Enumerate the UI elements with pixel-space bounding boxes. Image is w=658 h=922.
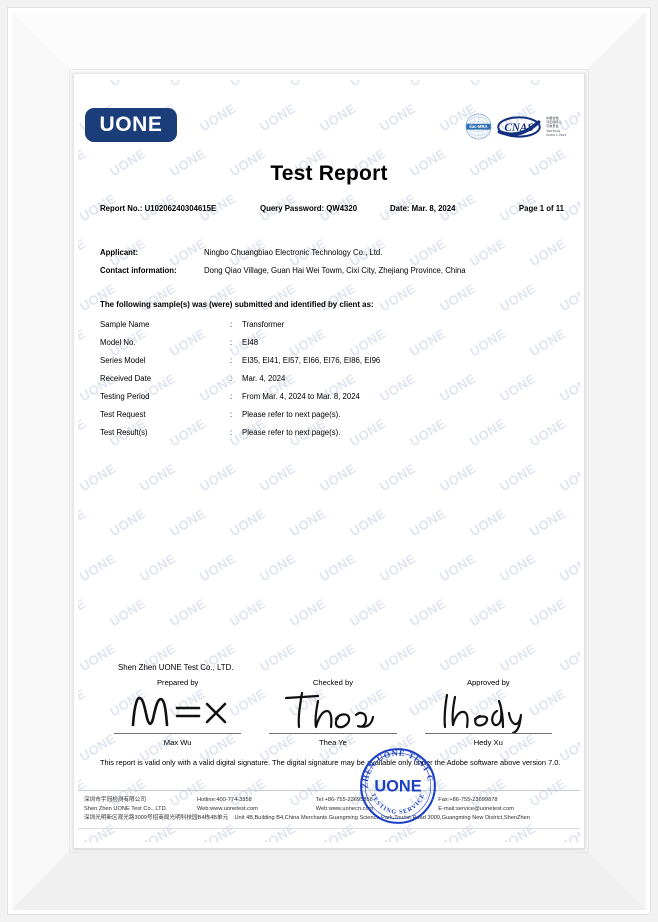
uone-logo-text: UONE xyxy=(99,113,163,136)
sample-detail-row: Series Model: EI35, EI41, EI57, EI66, EI7… xyxy=(100,356,566,374)
applicant-value: Ningbo Chuangbiao Electronic Technology … xyxy=(204,248,383,257)
sample-detail-value: Please refer to next page(s). xyxy=(242,410,341,419)
sample-detail-value: EI48 xyxy=(242,338,259,347)
page-title: Test Report xyxy=(270,162,388,185)
handwritten-signature xyxy=(100,689,255,733)
sample-detail-key: Testing Period xyxy=(100,392,150,401)
signature-rule xyxy=(424,733,552,734)
footer-company-en: Shen Zhen UONE Test Co., LTD. xyxy=(84,805,168,812)
footer-web-1: Web:www.uonetest.com xyxy=(196,805,258,812)
ilac-mra-icon: ilac-MRA xyxy=(465,113,492,140)
sample-detail-colon: : xyxy=(230,392,233,401)
handwritten-signature xyxy=(411,689,566,733)
sample-detail-key: Test Request xyxy=(100,410,146,419)
svg-text:ilac-MRA: ilac-MRA xyxy=(469,124,487,129)
contact-row: Contact information: Dong Qiao Village, … xyxy=(100,266,566,275)
footer-tel-block: Tel:+86-755-23695858 Web:www.uonecn.com xyxy=(316,796,439,814)
report-number: Report No.: U10206240304615E xyxy=(100,204,217,213)
signatory-name: Max Wu xyxy=(163,738,192,747)
sample-detail-value: Mar. 4, 2024 xyxy=(242,374,286,383)
sample-detail-value: Transformer xyxy=(242,320,285,329)
report-date: Date: Mar. 8, 2024 xyxy=(390,204,456,213)
sample-detail-value: Please refer to next page(s). xyxy=(242,428,341,437)
applicant-label: Applicant: xyxy=(100,248,139,257)
footer-address-cn: 深圳光明新区观光路3009号招商局光明科技园B4栋4B单元 xyxy=(84,814,229,821)
footer-email: E-mail:service@uonetest.com xyxy=(438,805,514,812)
footer-hotline-block: Hotline:400-774-3358 Web:www.uonetest.co… xyxy=(197,796,316,814)
sample-detail-colon: : xyxy=(230,410,233,419)
page-content: UONE ilac-MRA CNAS 中国合格 评定国家认 可委员会 TESTI… xyxy=(78,80,580,842)
sample-detail-colon: : xyxy=(230,338,233,347)
sample-detail-key: Received Date xyxy=(100,374,152,383)
report-page: UONE UONE UONE UONE UONE UONE UONE UONE UONE UONE… xyxy=(78,80,580,842)
signature-column: Approved by Hedy Xu xyxy=(411,678,566,747)
footer-tel: Tel:+86-755-23695858 xyxy=(315,797,373,803)
sample-detail-key: Sample Name xyxy=(100,320,150,329)
validity-disclaimer: This report is valid only with a valid d… xyxy=(100,758,561,767)
report-meta-row: Report No.: U10206240304615E Query Passw… xyxy=(100,204,568,213)
footer-company: 深圳市宇冠检测有限公司 Shen Zhen UONE Test Co., LTD… xyxy=(80,796,197,814)
footer-company-cn: 深圳市宇冠检测有限公司 xyxy=(84,797,147,803)
sample-detail-colon: : xyxy=(230,356,233,365)
cnas-icon: CNAS xyxy=(497,115,541,138)
footer-address-en: Unit 4B,Building B4,China Merchants Guan… xyxy=(234,814,530,821)
signature-role: Approved by xyxy=(466,678,510,687)
signature-rule xyxy=(114,733,242,734)
footer-fax: Fax:+86-755-23699878 xyxy=(438,797,498,803)
footer-fax-block: Fax:+86-755-23699878 E-mail:service@uone… xyxy=(438,796,578,814)
signatory-name: Hedy Xu xyxy=(473,738,503,747)
page-number: Page 1 of 11 xyxy=(518,204,564,213)
page-footer: 深圳市宇冠检测有限公司 Shen Zhen UONE Test Co., LTD… xyxy=(78,792,580,842)
svg-text:CNAS: CNAS xyxy=(504,122,533,134)
sample-detail-value: From Mar. 4, 2024 to Mar. 8, 2024 xyxy=(242,392,360,401)
contact-value: Dong Qiao Village, Guan Hai Wei Towm, Ci… xyxy=(204,266,466,275)
signature-area: Prepared by Max Wu Checked by Thea Ye Approv… xyxy=(100,678,566,747)
sample-detail-colon: : xyxy=(230,428,233,437)
footer-hotline: Hotline:400-774-3358 xyxy=(196,797,252,803)
sample-detail-row: Received Date: Mar. 4, 2024 xyxy=(100,374,566,392)
footer-divider xyxy=(78,790,580,791)
sample-detail-key: Series Model xyxy=(100,356,146,365)
signature-column: Checked by Thea Ye xyxy=(255,678,410,747)
sample-detail-colon: : xyxy=(230,320,233,329)
footer-bottom-divider xyxy=(78,828,580,829)
applicant-block: Applicant: Ningbo Chuangbiao Electronic … xyxy=(100,248,566,284)
signing-company: Shen Zhen UONE Test Co., LTD. xyxy=(118,663,234,672)
sample-detail-row: Model No.: EI48 xyxy=(100,338,566,356)
footer-address: 深圳光明新区观光路3009号招商局光明科技园B4栋4B单元 Unit 4B,Bu… xyxy=(80,814,578,823)
signature-column: Prepared by Max Wu xyxy=(100,678,255,747)
accreditation-logos: ilac-MRA CNAS 中国合格 评定国家认 可委员会 TESTING CN… xyxy=(465,113,566,140)
cnas-accreditation-text: 中国合格 评定国家认 可委员会 TESTING CNAS L 7924 xyxy=(546,116,566,137)
sample-detail-row: Sample Name: Transformer xyxy=(100,320,566,338)
contact-label: Contact information: xyxy=(100,266,177,275)
sample-intro-text: The following sample(s) was (were) submi… xyxy=(100,300,374,309)
signatory-name: Thea Ye xyxy=(319,738,347,747)
sample-details-list: Sample Name: Transformer Model No.: EI48 Ser… xyxy=(100,320,566,446)
footer-contact-grid: 深圳市宇冠检测有限公司 Shen Zhen UONE Test Co., LTD… xyxy=(80,796,578,814)
sample-detail-colon: : xyxy=(230,374,233,383)
sample-detail-key: Test Result(s) xyxy=(100,428,148,437)
applicant-row: Applicant: Ningbo Chuangbiao Electronic … xyxy=(100,248,566,257)
sample-detail-row: Test Request: Please refer to next page(s… xyxy=(100,410,566,428)
sample-detail-row: Test Result(s): Please refer to next page… xyxy=(100,428,566,446)
signature-role: Prepared by xyxy=(156,678,199,687)
uone-logo: UONE xyxy=(85,108,177,142)
handwritten-signature xyxy=(255,689,410,733)
query-password: Query Password: QW4320 xyxy=(260,204,358,213)
sample-detail-key: Model No. xyxy=(100,338,136,347)
sample-detail-value: EI35, EI41, EI57, EI66, EI76, EI86, EI96 xyxy=(242,356,381,365)
signature-role: Checked by xyxy=(312,678,354,687)
signature-rule xyxy=(269,733,397,734)
footer-web-2: Web:www.uonecn.com xyxy=(315,805,374,812)
sample-detail-row: Testing Period: From Mar. 4, 2024 to Mar.… xyxy=(100,392,566,410)
